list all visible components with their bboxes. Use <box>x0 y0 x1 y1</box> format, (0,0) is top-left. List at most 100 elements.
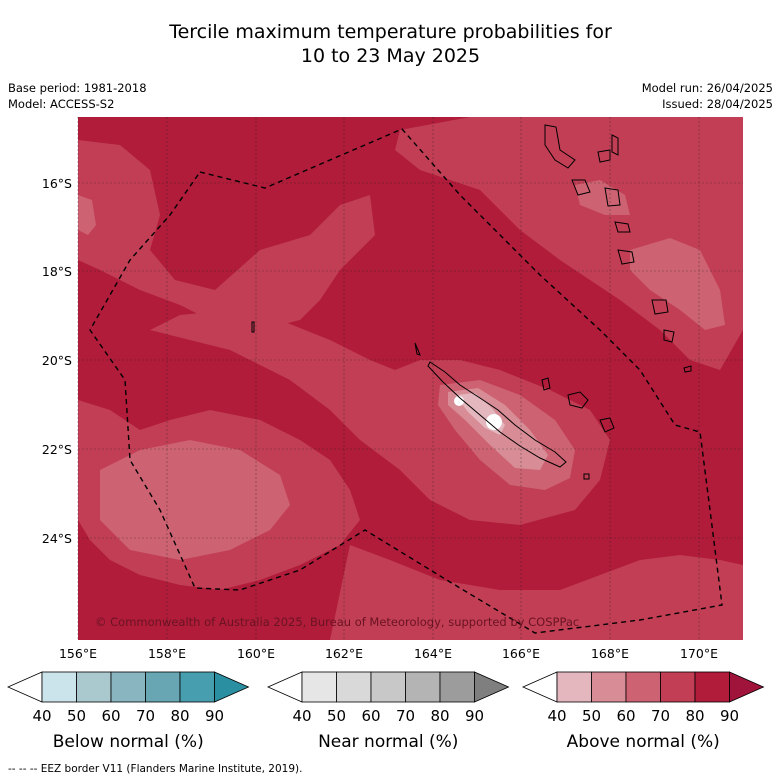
model-name: Model: ACCESS-S2 <box>8 97 115 111</box>
map-title-line2: 10 to 23 May 2025 <box>300 45 481 67</box>
lon-label-160e: 160°E <box>237 646 275 661</box>
lon-label-166e: 166°E <box>502 646 540 661</box>
field-above-60-70-west <box>78 195 96 235</box>
lat-label-20s: 20°S <box>42 353 72 368</box>
below-normal-colorbar-tick-label: 90 <box>205 707 224 725</box>
lon-label-170e: 170°E <box>680 646 718 661</box>
field-above-70-80-northeast <box>395 117 743 370</box>
below-normal-colorbar-segment <box>110 671 146 703</box>
below-normal-colorbar-title: Below normal (%) <box>53 732 204 752</box>
lon-label-168e: 168°E <box>591 646 629 661</box>
above-normal-colorbar-tick-label: 50 <box>582 707 601 725</box>
below-normal-colorbar-tick-label: 70 <box>136 707 155 725</box>
near-normal-colorbar-tick-label: 80 <box>430 707 449 725</box>
above-normal-colorbar-upper-extend <box>729 671 765 703</box>
field-above-70-80-northwest <box>78 140 375 330</box>
near-normal-colorbar-tick-label: 60 <box>361 707 380 725</box>
near-normal-colorbar-segment <box>439 671 475 703</box>
field-above-60-70-northeast <box>630 238 725 330</box>
below-normal-colorbar-tick-label: 40 <box>32 707 51 725</box>
coast-loyalty-mare <box>599 417 615 433</box>
field-below-40-spot-2 <box>454 396 464 406</box>
eez-legend-note: -- -- -- EEZ border V11 (Flanders Marine… <box>8 763 303 775</box>
above-normal-colorbar-lower-extend <box>522 671 558 703</box>
near-normal-colorbar-title: Near normal (%) <box>318 732 458 752</box>
above-normal-colorbar-tick-label: 70 <box>651 707 670 725</box>
coast-chesterfield-island <box>251 321 255 333</box>
coast-malekula <box>571 179 591 196</box>
below-normal-colorbar-lower-extend <box>7 671 43 703</box>
map-title-line1: Tercile maximum temperature probabilitie… <box>169 21 612 43</box>
issued-date: Issued: 28/04/2025 <box>662 97 773 111</box>
lat-label-22s: 22°S <box>42 442 72 457</box>
coast-ambrym <box>611 134 619 156</box>
below-normal-colorbar-tick-label: 80 <box>170 707 189 725</box>
lon-tick-labels: 156°E 158°E 160°E 162°E 164°E 166°E 168°… <box>59 646 718 661</box>
above-normal-colorbar-segment <box>556 671 592 703</box>
above-normal-colorbar-tick-label: 90 <box>720 707 739 725</box>
field-above-60-70-southwest <box>100 440 290 560</box>
near-normal-colorbar-upper-extend <box>474 671 510 703</box>
above-normal-colorbar-segment <box>625 671 661 703</box>
near-normal-colorbar-tick-label: 40 <box>292 707 311 725</box>
base-period: Base period: 1981-2018 <box>8 81 147 95</box>
near-normal-colorbar-segment <box>336 671 372 703</box>
above-normal-colorbar-segment <box>694 671 730 703</box>
model-run: Model run: 26/04/2025 <box>641 81 773 95</box>
coast-aneityum <box>663 329 675 343</box>
below-normal-colorbar-segment <box>179 671 215 703</box>
coast-loyalty-lifou <box>567 391 589 409</box>
above-normal-colorbar-tick-label: 80 <box>685 707 704 725</box>
below-normal-colorbar-upper-extend <box>214 671 250 703</box>
coast-loyalty-ouvea <box>541 377 551 391</box>
field-below-40-spot-1 <box>486 414 502 430</box>
coast-erromango <box>651 299 669 315</box>
near-normal-colorbar-segment <box>405 671 441 703</box>
below-normal-colorbar-tick-label: 60 <box>101 707 120 725</box>
field-above-70-80-south <box>330 545 743 640</box>
coast-matthew-island <box>683 365 692 373</box>
below-normal-colorbar-tick-label: 50 <box>67 707 86 725</box>
above-normal-colorbar-title: Above normal (%) <box>567 732 720 752</box>
meta-left: Base period: 1981-2018 Model: ACCESS-S2 <box>8 80 147 112</box>
below-normal-colorbar-segment <box>41 671 77 703</box>
coast-tanna <box>617 249 635 265</box>
lon-label-158e: 158°E <box>148 646 186 661</box>
above-normal-colorbar-tick-label: 60 <box>616 707 635 725</box>
above-normal-colorbar-segment <box>660 671 696 703</box>
near-normal-colorbar-segment <box>370 671 406 703</box>
coast-isle-of-pines <box>583 473 590 480</box>
lat-label-24s: 24°S <box>42 531 72 546</box>
coast-espiritu-santo <box>544 124 576 169</box>
near-normal-colorbar-segment <box>301 671 337 703</box>
above-normal-colorbar-segment <box>591 671 627 703</box>
near-normal-colorbar-tick-label: 70 <box>396 707 415 725</box>
below-normal-colorbar-segment <box>145 671 181 703</box>
coast-shepherd-islands <box>604 187 621 207</box>
coast-pentecost <box>597 149 611 163</box>
lat-tick-labels: 16°S 18°S 20°S 22°S 24°S <box>42 176 72 546</box>
probability-field: © Commonwealth of Australia 2025, Bureau… <box>78 117 743 640</box>
lon-label-164e: 164°E <box>414 646 452 661</box>
meta-right: Model run: 26/04/2025 Issued: 28/04/2025 <box>642 80 773 112</box>
lon-label-162e: 162°E <box>325 646 363 661</box>
lon-label-156e: 156°E <box>59 646 97 661</box>
near-normal-colorbar: 40 50 60 70 80 90 Near normal (%) <box>267 671 510 752</box>
above-normal-colorbar-tick-label: 40 <box>547 707 566 725</box>
gridlines <box>77 117 743 640</box>
near-normal-colorbar-tick-label: 50 <box>327 707 346 725</box>
copyright-text: © Commonwealth of Australia 2025, Bureau… <box>95 615 579 629</box>
coast-belep <box>414 342 421 356</box>
eez-border <box>89 128 723 634</box>
below-normal-colorbar-segment <box>76 671 112 703</box>
lat-label-18s: 18°S <box>42 264 72 279</box>
near-normal-colorbar-lower-extend <box>267 671 303 703</box>
coastlines <box>251 124 692 480</box>
coast-new-caledonia <box>427 361 567 468</box>
coast-efate <box>614 221 631 233</box>
near-normal-colorbar-tick-label: 90 <box>465 707 484 725</box>
